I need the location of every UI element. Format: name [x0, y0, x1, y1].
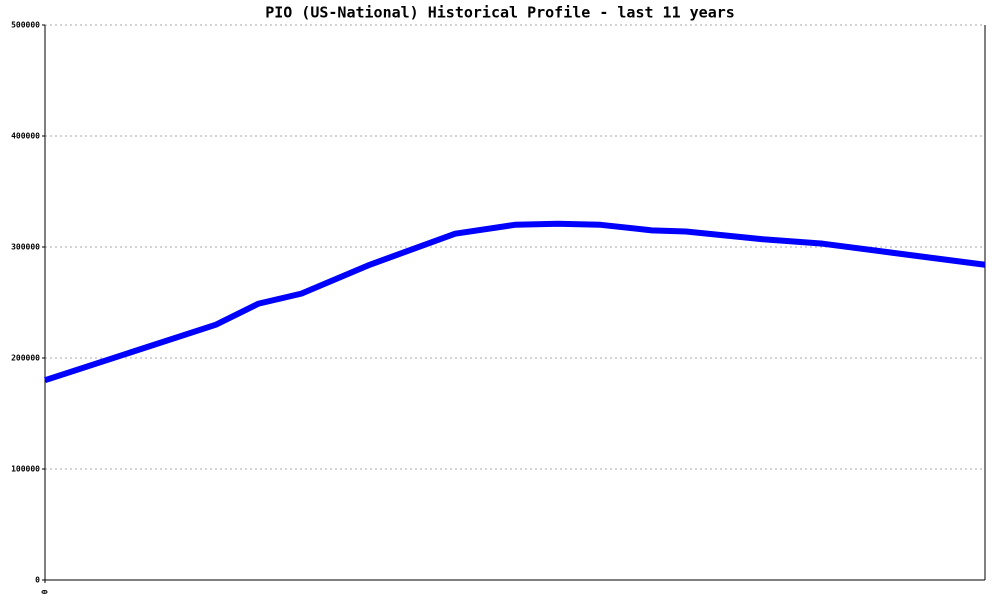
y-tick-label: 300000 — [11, 243, 40, 252]
y-tick-label: 100000 — [11, 465, 40, 474]
y-tick-label: 500000 — [11, 21, 40, 30]
y-tick-label: 200000 — [11, 354, 40, 363]
chart-title: PIO (US-National) Historical Profile - l… — [265, 4, 735, 22]
line-series — [44, 220, 986, 384]
y-tick-label: 0 — [35, 576, 40, 585]
x-tick-label: 0 — [41, 589, 50, 594]
y-tick-label: 400000 — [11, 132, 40, 141]
